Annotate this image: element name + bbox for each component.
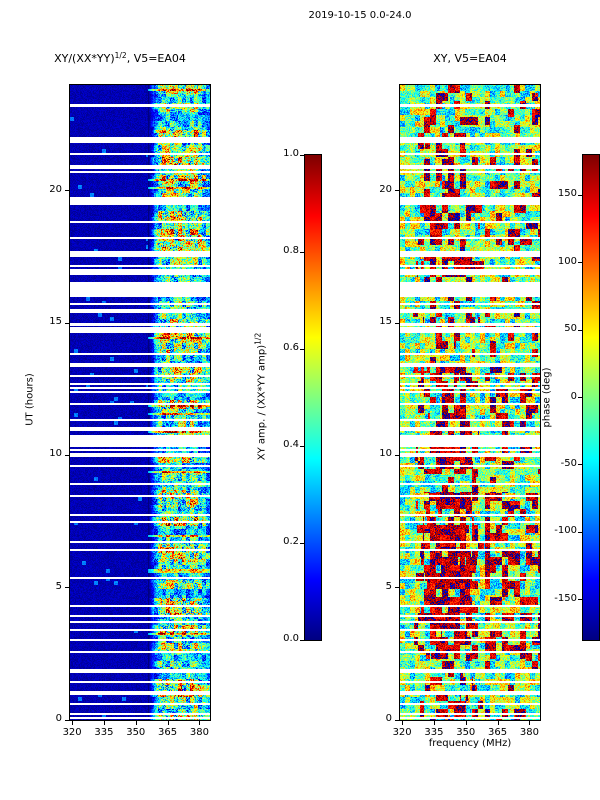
x-tick-mark [497,721,499,725]
x-tick-mark [135,721,137,725]
y-tick-mark [65,322,69,324]
amp-colorbar-canvas [305,155,321,640]
colorbar-tick-mark [578,329,582,331]
amp-colorbar-label-superscript: 1/2 [253,332,263,345]
colorbar-tick-mark [300,639,304,641]
left-title-suffix: , V5=EA04 [126,52,186,65]
colorbar-tick-label: 50 [564,323,577,335]
colorbar-tick-label: 0.8 [283,245,299,256]
colorbar-tick-label: 0.0 [283,633,299,644]
y-tick-label: 20 [49,183,62,195]
x-tick-label: 380 [189,727,209,738]
x-tick-mark [465,721,467,725]
colorbar-tick-label: 0.6 [283,342,299,353]
colorbar-tick-mark [578,397,582,398]
y-tick-mark [395,719,399,721]
colorbar-tick-label: -50 [560,457,577,469]
y-tick-label: 10 [49,448,62,460]
y-tick-mark [65,719,69,721]
x-tick-label: 335 [424,727,444,738]
colorbar-tick-mark [300,445,304,447]
y-tick-label: 0 [55,713,62,724]
right-plot-frame [399,84,541,721]
colorbar-tick-mark [578,464,582,466]
y-tick-mark [395,587,399,589]
x-tick-mark [402,721,404,725]
y-tick-mark [395,322,399,324]
x-tick-mark [103,721,105,725]
colorbar-tick-mark [300,348,304,350]
figure-title: 2019-10-15 0.0-24.0 [308,10,412,21]
colorbar-tick-mark [300,154,304,156]
x-axis-label: frequency (MHz) [428,738,512,749]
x-tick-label: 320 [62,727,82,738]
y-tick-label: 10 [379,448,392,460]
colorbar-tick-label: 0.4 [283,439,299,450]
y-tick-label: 15 [379,316,392,328]
amp-colorbar-frame [304,154,322,641]
colorbar-tick-label: 1.0 [283,148,299,159]
x-tick-mark [72,721,74,725]
left-panel-title: XY/(XX*YY)1/2, V5=EA04 [20,51,220,65]
amp-colorbar-label-prefix: XY amp. / (XX*YY amp) [256,344,268,461]
y-tick-mark [65,454,69,456]
colorbar-tick-mark [578,262,582,264]
y-tick-label: 15 [49,316,62,328]
x-tick-mark [529,721,531,725]
phase-colorbar-canvas [583,155,599,640]
y-tick-mark [395,190,399,192]
left-title-prefix: XY/(XX*YY) [54,52,115,65]
colorbar-tick-mark [300,251,304,253]
colorbar-tick-mark [578,599,582,601]
colorbar-tick-label: 100 [557,255,577,267]
left-title-superscript: 1/2 [114,51,127,60]
y-tick-label: 20 [379,183,392,195]
y-axis-label: UT (hours) [24,373,36,426]
colorbar-tick-label: -100 [554,525,577,537]
y-tick-label: 5 [385,580,392,592]
x-tick-mark [433,721,435,725]
amp-colorbar-label: XY amp. / (XX*YY amp)1/2 [253,297,268,497]
y-tick-mark [65,190,69,192]
y-tick-label: 0 [385,713,392,724]
colorbar-tick-mark [578,531,582,533]
x-tick-label: 365 [488,727,508,738]
colorbar-tick-label: -150 [554,592,577,604]
right-heatmap-canvas [400,85,540,720]
y-tick-mark [65,587,69,589]
y-tick-mark [395,454,399,456]
colorbar-tick-mark [300,542,304,544]
x-tick-label: 365 [158,727,178,738]
colorbar-tick-label: 150 [557,188,577,200]
x-tick-label: 320 [392,727,412,738]
colorbar-tick-mark [578,194,582,196]
left-heatmap-canvas [70,85,210,720]
x-tick-label: 350 [126,727,146,738]
colorbar-tick-label: 0 [570,390,577,402]
right-panel-title: XY, V5=EA04 [433,52,507,65]
colorbar-tick-label: 0.2 [283,536,299,547]
y-tick-label: 5 [55,580,62,592]
x-tick-label: 335 [94,727,114,738]
x-tick-label: 350 [456,727,476,738]
x-tick-label: 380 [519,727,539,738]
left-plot-frame [69,84,211,721]
x-tick-mark [167,721,169,725]
x-tick-mark [199,721,201,725]
